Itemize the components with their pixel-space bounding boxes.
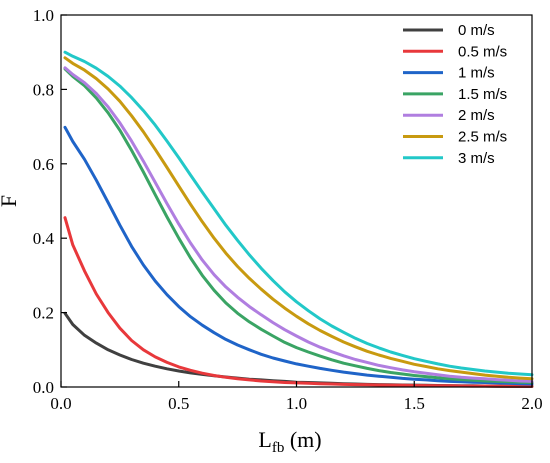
y-tick-label: 1.0: [33, 6, 54, 25]
series-line: [63, 125, 534, 386]
x-axis-label-unit: (m): [284, 427, 321, 452]
x-axis-label-main: L: [258, 427, 271, 452]
y-axis-label: F: [0, 195, 21, 207]
y-tick-label: 0.6: [33, 155, 54, 174]
legend-label: 2 m/s: [458, 107, 495, 124]
y-tick-label: 0.2: [33, 304, 54, 323]
series-lines: [63, 50, 534, 388]
series-line: [63, 56, 534, 381]
legend-label: 1 m/s: [458, 65, 495, 82]
legend-label: 1.5 m/s: [458, 86, 507, 103]
x-axis-label: Lfb (m): [258, 427, 321, 456]
series-line: [63, 66, 534, 383]
series-line: [63, 50, 534, 377]
legend: 0 m/s 0.5 m/s 1 m/s 1.5 m/s 2 m/s 2.5 m/s 3 m/…: [403, 22, 507, 167]
x-tick-label: 1.0: [286, 394, 307, 413]
legend-label: 3 m/s: [458, 150, 495, 167]
legend-label: 0 m/s: [458, 22, 495, 39]
legend-label: 0.5 m/s: [458, 43, 507, 60]
x-tick-label: 1.5: [404, 394, 425, 413]
legend-label: 2.5 m/s: [458, 129, 507, 146]
y-tick-label: 0.8: [33, 80, 54, 99]
y-tick-label: 0.4: [33, 229, 55, 248]
y-axis: 0.0 0.2 0.4 0.6 0.8 1.0: [33, 6, 67, 397]
series-line: [63, 67, 534, 384]
x-tick-label: 0.0: [50, 394, 71, 413]
x-axis: 0.0 0.5 1.0 1.5 2.0: [50, 381, 543, 413]
x-tick-label: 2.0: [521, 394, 542, 413]
x-axis-label-subscript: fb: [272, 440, 285, 456]
x-tick-label: 0.5: [168, 394, 189, 413]
y-tick-label: 0.0: [33, 378, 54, 397]
